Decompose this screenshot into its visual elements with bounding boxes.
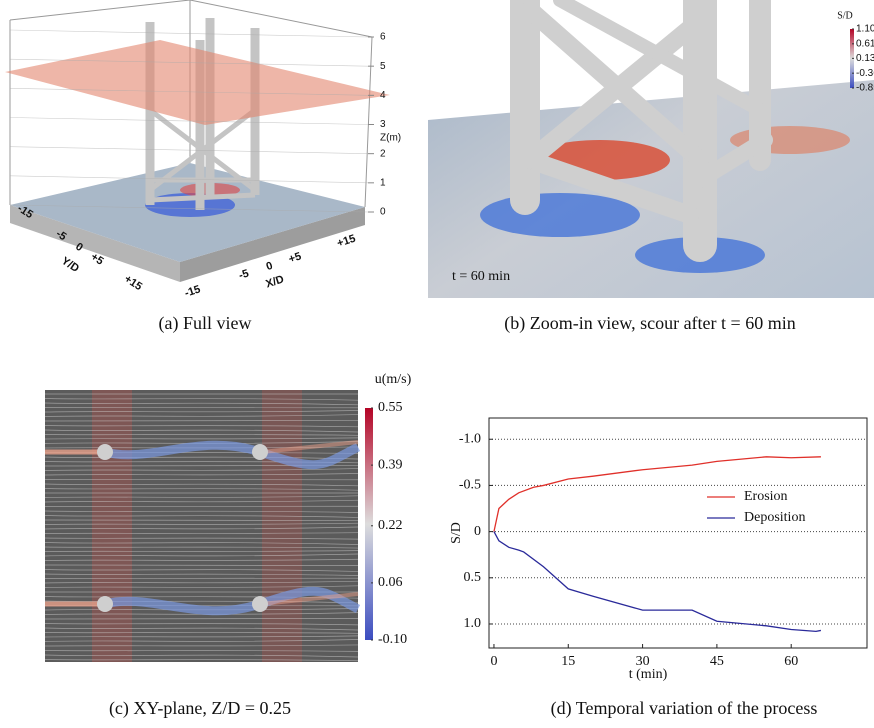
x-tick-label: +15 — [336, 233, 357, 250]
colorbar-label: 0.55 — [378, 400, 403, 415]
x-tick-label: 60 — [784, 654, 798, 669]
colorbar-label: 0.06 — [378, 575, 403, 590]
z-tick-label: 3 — [380, 119, 386, 130]
x-tick-label: -15 — [183, 283, 202, 299]
y-tick-label: 0 — [474, 524, 481, 539]
caption: (c) XY-plane, Z/D = 0.25 — [109, 698, 291, 719]
x-tick-label: -5 — [237, 268, 250, 282]
caption: (b) Zoom-in view, scour after t = 60 min — [504, 313, 795, 334]
plot-frame — [489, 418, 867, 648]
box-edge — [10, 0, 190, 20]
pile — [252, 596, 268, 612]
y-tick-label: -0.5 — [459, 478, 481, 493]
z-tick-label: 6 — [380, 32, 386, 43]
y-tick-label: +15 — [122, 273, 144, 293]
line-series — [494, 532, 821, 632]
x-tick-label: 0 — [490, 654, 497, 669]
legend-label: Erosion — [744, 489, 788, 504]
colorbar-label: -0.36 — [856, 68, 874, 79]
panel-c: u(m/s) — [45, 372, 412, 662]
pile — [252, 444, 268, 460]
z-tick-label: 0 — [380, 207, 386, 218]
scour-patch — [480, 193, 640, 237]
y-tick-label: 0.5 — [464, 570, 482, 585]
colorbar — [365, 408, 373, 640]
colorbar-label: 0.39 — [378, 457, 403, 472]
colorbar-label: 1.10 — [856, 24, 874, 35]
y-tick-label: 1.0 — [464, 616, 482, 631]
x-tick-label: 15 — [561, 654, 575, 669]
colorbar-title: S/D — [837, 10, 853, 21]
box-edge — [190, 0, 372, 37]
colorbar-label: 0.61 — [856, 38, 874, 49]
pile — [97, 444, 113, 460]
z-tick-label: 2 — [380, 148, 386, 159]
box-edge — [365, 37, 372, 207]
x-axis-label: t (min) — [629, 667, 668, 682]
legend-label: Deposition — [744, 510, 805, 525]
x-tick-label: +5 — [287, 250, 303, 265]
colorbar-label: 0.13 — [856, 53, 874, 64]
caption: (d) Temporal variation of the process — [551, 698, 818, 719]
grid-line — [10, 147, 368, 154]
y-axis-label: Y/D — [59, 255, 81, 275]
grid-line — [10, 30, 368, 37]
z-tick-label: 5 — [380, 61, 386, 72]
caption: (a) Full view — [159, 313, 252, 334]
x-axis-label: X/D — [264, 273, 285, 290]
free-surface — [5, 40, 390, 125]
y-tick-label: -1.0 — [459, 431, 481, 446]
figure: Z(m) Y/D X/D t = 60 min S/D u(m/s) (a) F… — [0, 0, 874, 728]
panel-b: t = 60 min S/D — [428, 0, 874, 298]
pile — [97, 596, 113, 612]
colorbar-label: 0.22 — [378, 518, 403, 533]
colorbar-label: -0.85 — [856, 83, 874, 94]
x-tick-label: 45 — [710, 654, 724, 669]
y-axis-label: S/D — [449, 522, 464, 544]
colorbar-label: -0.10 — [378, 632, 407, 647]
x-tick-label: 0 — [265, 260, 275, 273]
z-tick-label: 1 — [380, 177, 386, 188]
z-axis-label: Z(m) — [380, 133, 401, 144]
annotation: t = 60 min — [452, 269, 510, 284]
colorbar-title: u(m/s) — [375, 372, 412, 387]
z-tick-label: 4 — [380, 90, 386, 101]
